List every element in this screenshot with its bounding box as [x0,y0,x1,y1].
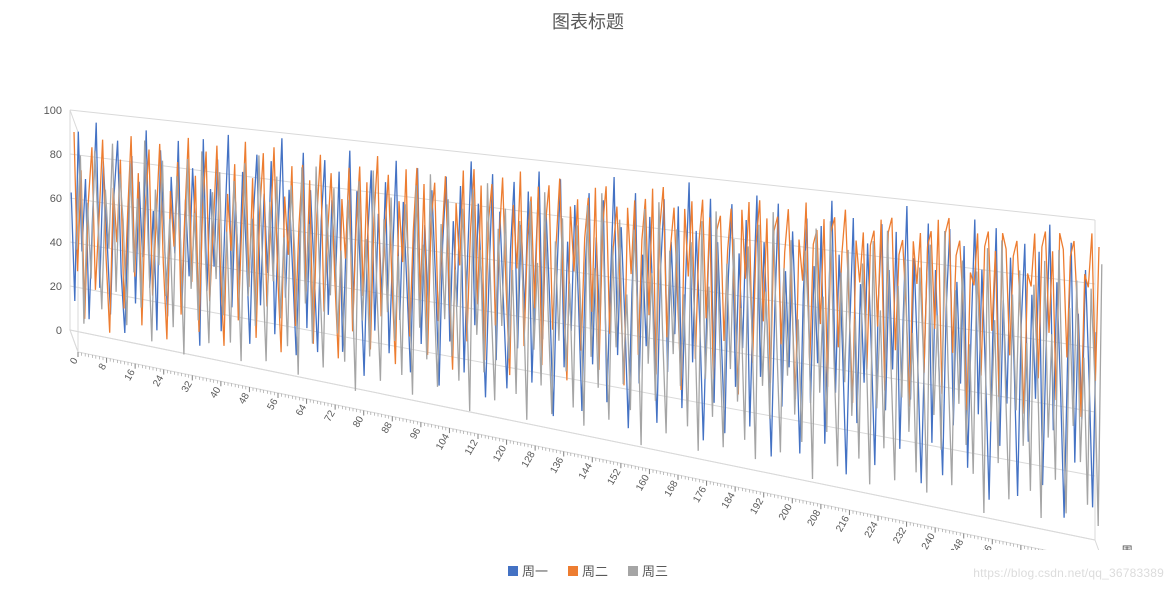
legend-item: 周三 [628,561,668,580]
svg-text:0: 0 [68,356,81,367]
svg-text:248: 248 [948,537,966,550]
watermark: https://blog.csdn.net/qq_36783389 [973,566,1164,580]
chart-title: 图表标题 [0,8,1176,34]
line-chart-3d: 0 20 40 60 80 100 0 8 16 24 32 40 48 56 64 72 80 88 96 104 1… [10,50,1166,550]
svg-text:120: 120 [491,443,509,463]
svg-text:80: 80 [351,414,366,430]
svg-text:0: 0 [56,325,62,337]
svg-text:144: 144 [577,461,595,481]
svg-text:200: 200 [777,502,795,522]
svg-text:152: 152 [606,467,624,487]
svg-text:40: 40 [208,385,223,401]
svg-text:24: 24 [151,373,166,389]
svg-text:32: 32 [180,379,195,395]
svg-text:40: 40 [50,237,62,249]
legend-swatch [568,566,578,576]
legend-swatch [628,566,638,576]
svg-text:240: 240 [920,531,938,550]
svg-text:16: 16 [123,367,138,383]
svg-text:176: 176 [691,484,709,504]
legend-label: 周一 [522,561,548,580]
svg-text:224: 224 [863,520,881,540]
svg-text:112: 112 [463,438,481,458]
svg-text:160: 160 [634,473,652,493]
svg-text:20: 20 [50,281,62,293]
svg-text:56: 56 [266,397,281,413]
svg-text:周一: 周一 [1121,544,1145,550]
svg-text:192: 192 [748,496,766,516]
svg-text:96: 96 [408,426,423,442]
legend-label: 周二 [582,561,608,580]
svg-text:88: 88 [380,420,395,436]
svg-text:8: 8 [97,361,110,372]
svg-text:104: 104 [434,432,452,452]
svg-text:72: 72 [323,408,338,424]
svg-text:64: 64 [294,402,309,418]
svg-text:60: 60 [50,193,62,205]
svg-text:208: 208 [806,508,824,528]
svg-text:168: 168 [663,479,681,499]
svg-text:128: 128 [520,449,538,469]
legend-item: 周一 [508,561,548,580]
legend-swatch [508,566,518,576]
svg-text:184: 184 [720,490,738,510]
legend-label: 周三 [642,561,668,580]
svg-text:216: 216 [834,514,852,534]
svg-text:48: 48 [237,391,252,407]
svg-text:80: 80 [50,149,62,161]
legend-item: 周二 [568,561,608,580]
svg-text:100: 100 [44,105,62,117]
svg-text:232: 232 [891,525,909,545]
svg-text:136: 136 [548,455,566,475]
